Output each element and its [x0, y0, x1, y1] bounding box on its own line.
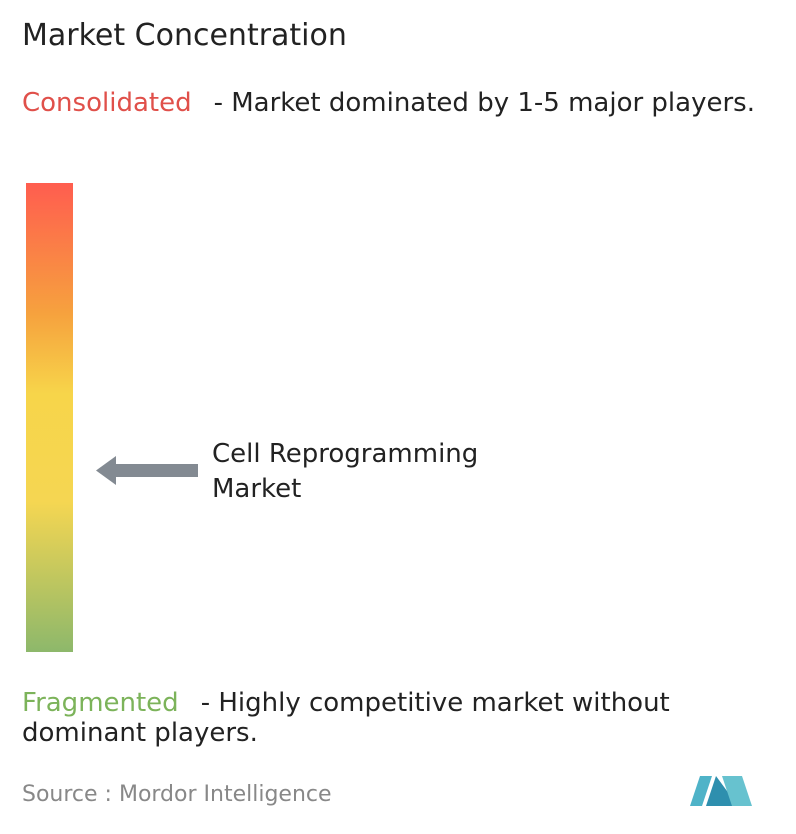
- consolidated-label: Consolidated: [22, 88, 192, 118]
- arrow-shaft: [112, 464, 198, 477]
- concentration-scale: [26, 183, 73, 652]
- fragmented-description: - Highly competitive market without domi…: [22, 688, 670, 748]
- source: Source : Mordor Intelligence: [22, 782, 332, 807]
- consolidated-line: Consolidated - Market dominated by 1-5 ma…: [22, 88, 792, 118]
- market-label: Cell Reprogramming Market: [212, 439, 479, 504]
- logo: [690, 776, 752, 806]
- fragmented-line: Fragmented - Highly competitive market wi…: [22, 688, 792, 748]
- arrow-head: [96, 456, 116, 485]
- consolidated-description: - Market dominated by 1-5 major players.: [213, 88, 755, 118]
- title: Market Concentration: [22, 18, 347, 53]
- fragmented-label: Fragmented: [22, 688, 179, 718]
